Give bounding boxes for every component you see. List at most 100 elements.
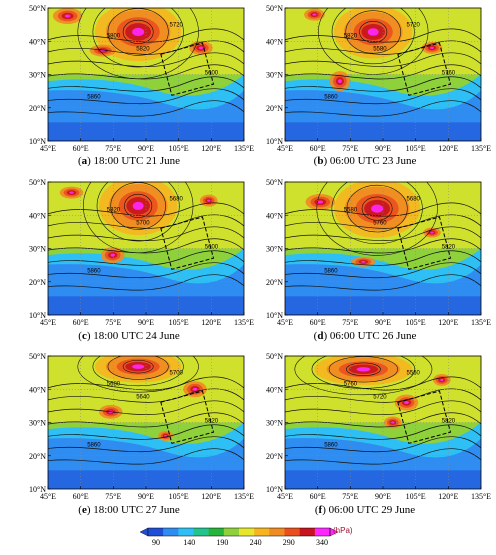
colorbar-tick-label: 140 bbox=[183, 538, 195, 547]
colorbar-segment bbox=[254, 528, 270, 536]
height-contour bbox=[285, 262, 481, 279]
closed-contour bbox=[122, 19, 154, 44]
colorbar-segment bbox=[269, 528, 285, 536]
lon-tick-label: 135°E bbox=[471, 144, 491, 153]
lat-tick-label: 20°N bbox=[29, 278, 46, 287]
lon-tick-label: 60°E bbox=[73, 318, 89, 327]
pressure-blob bbox=[367, 28, 379, 36]
colorbar-tick-label: 340 bbox=[316, 538, 328, 547]
panel-caption-text: 06:00 UTC 29 June bbox=[328, 504, 416, 516]
closed-contour bbox=[107, 8, 169, 56]
pressure-blob bbox=[371, 204, 384, 213]
contour-label: 5720 bbox=[407, 23, 421, 29]
colorbar-segment bbox=[193, 528, 209, 536]
pressure-blob bbox=[337, 79, 342, 84]
height-contour bbox=[48, 400, 244, 415]
panel-caption-letter: f bbox=[318, 504, 323, 516]
height-contour bbox=[48, 28, 244, 43]
lat-tick-label: 50°N bbox=[266, 352, 283, 361]
map-panel-c: 5680 5700 5820 5600 5860 50°N 40°N 30°N 20°N 10°N… bbox=[18, 178, 258, 329]
pressure-blob bbox=[164, 434, 167, 437]
lon-tick-label: 135°E bbox=[471, 492, 491, 501]
colorbar-tick-label: 90 bbox=[152, 538, 160, 547]
pressure-blob bbox=[317, 200, 324, 204]
contour-label: 5860 bbox=[324, 94, 338, 100]
colorbar-segment bbox=[284, 528, 300, 536]
lat-tick-label: 50°N bbox=[29, 178, 46, 187]
panel-caption-a: (a) 18:00 UTC 21 June bbox=[77, 155, 181, 167]
lon-tick-label: 45°E bbox=[40, 318, 56, 327]
map-d: 5680 5760 5580 5820 5860 50°N 40°N 30°N 20°N 10°N… bbox=[266, 178, 491, 327]
height-contour bbox=[48, 52, 244, 67]
lon-tick-label: 120°E bbox=[438, 144, 458, 153]
panel-caption-letter: d bbox=[317, 330, 324, 342]
lon-tick-label: 45°E bbox=[277, 492, 293, 501]
height-contour bbox=[48, 262, 244, 279]
colorbar-segment bbox=[314, 528, 331, 536]
lat-tick-label: 10°N bbox=[29, 311, 46, 320]
height-contour bbox=[285, 436, 481, 453]
study-region-box bbox=[160, 216, 215, 270]
contour-label: 5580 bbox=[344, 207, 358, 213]
lat-tick-label: 10°N bbox=[266, 485, 283, 494]
closed-contour bbox=[92, 356, 184, 387]
lon-tick-label: 105°E bbox=[169, 318, 189, 327]
height-contour bbox=[285, 400, 481, 415]
closed-contour bbox=[294, 356, 433, 396]
lat-tick-label: 30°N bbox=[29, 71, 46, 80]
colorbar-segment bbox=[299, 528, 316, 536]
panel-caption-letter: e bbox=[81, 504, 87, 516]
pressure-blob bbox=[361, 260, 366, 263]
panel-caption-text: 18:00 UTC 27 June bbox=[93, 504, 180, 516]
closed-contour bbox=[107, 356, 169, 380]
map-panel-f: 5560 5720 5760 5820 5860 50°N 40°N 30°N 20°N 10°N… bbox=[255, 352, 495, 503]
colorbar-segment bbox=[148, 528, 164, 536]
colorbar-tick-label: 240 bbox=[250, 538, 262, 547]
lon-tick-label: 75°E bbox=[105, 492, 121, 501]
lon-tick-label: 75°E bbox=[342, 492, 358, 501]
height-contour bbox=[48, 436, 244, 453]
contour-label: 5700 bbox=[170, 371, 184, 377]
height-contour bbox=[285, 238, 481, 254]
contour-label: 5820 bbox=[344, 33, 358, 39]
height-contour bbox=[285, 226, 481, 241]
height-contour bbox=[285, 100, 481, 117]
map-panel-e: 5700 5640 5680 5820 5860 50°N 40°N 30°N 20°N 10°N… bbox=[18, 352, 258, 503]
panel-caption-letter: a bbox=[81, 155, 88, 167]
colorbar-segment bbox=[208, 528, 225, 536]
closed-contour bbox=[361, 196, 393, 221]
lat-tick-label: 40°N bbox=[29, 385, 46, 394]
lon-tick-label: 60°E bbox=[73, 492, 89, 501]
pressure-blob bbox=[132, 201, 144, 211]
closed-contour bbox=[77, 356, 199, 393]
study-region-box bbox=[160, 42, 215, 96]
lon-tick-label: 135°E bbox=[234, 318, 254, 327]
pressure-blob bbox=[132, 27, 145, 37]
height-contour bbox=[285, 76, 481, 92]
study-region-box bbox=[397, 216, 452, 270]
lon-tick-label: 120°E bbox=[201, 144, 221, 153]
height-contour bbox=[285, 274, 481, 291]
lon-tick-label: 120°E bbox=[438, 318, 458, 327]
colorbar-segment bbox=[178, 528, 194, 536]
contour-label: 5680 bbox=[407, 197, 421, 203]
closed-contour bbox=[328, 356, 399, 383]
contour-label: 5600 bbox=[205, 71, 219, 77]
contour-label: 5820 bbox=[442, 419, 456, 425]
height-contour bbox=[48, 76, 244, 92]
lat-tick-label: 40°N bbox=[266, 211, 283, 220]
lat-tick-label: 30°N bbox=[266, 245, 283, 254]
lon-tick-label: 105°E bbox=[406, 492, 426, 501]
map-panel-d: 5680 5760 5580 5820 5860 50°N 40°N 30°N 20°N 10°N… bbox=[255, 178, 495, 329]
lat-tick-label: 50°N bbox=[266, 178, 283, 187]
colorbar-segment bbox=[223, 528, 240, 536]
pressure-blob bbox=[110, 253, 115, 257]
lat-tick-label: 40°N bbox=[266, 385, 283, 394]
panel-caption-letter: c bbox=[81, 330, 87, 342]
contour-label: 5860 bbox=[87, 94, 101, 100]
closed-contour bbox=[110, 182, 166, 230]
colorbar-svg: 90 140 190 240 290 340 bbox=[139, 527, 339, 547]
closed-contour bbox=[77, 8, 199, 80]
closed-contour bbox=[124, 193, 153, 218]
height-contour bbox=[285, 64, 481, 80]
